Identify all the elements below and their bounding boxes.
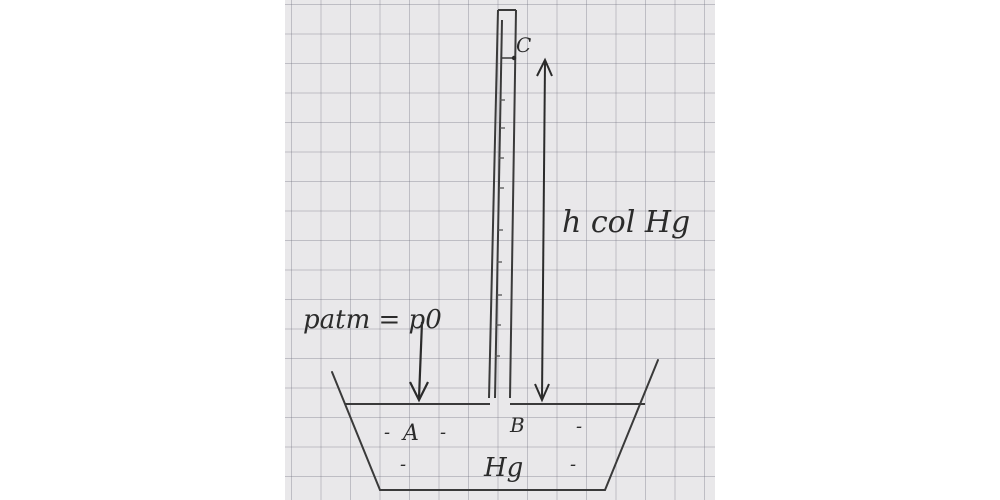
label-mercury: Hg [483,453,523,483]
mercury-dish [331,359,659,491]
pressure-arrow-head [409,381,429,403]
label-point-c: C [516,33,531,57]
dash-a-left: - [384,422,390,443]
dash-right-low: - [570,454,576,475]
tube-inner-left-wall [494,19,503,399]
dash-b-right: - [576,416,582,437]
column-height-arrow [534,57,553,403]
label-atmospheric-pressure: patm = p0 [303,305,442,335]
point-c-dot [511,55,517,61]
tube-scale-ticks [495,99,505,357]
dish-outline [331,359,659,491]
label-point-a: A [401,421,419,446]
arrow-head-up [536,57,553,77]
arrow-head-down [534,383,550,403]
label-column-height: h col Hg [562,205,690,240]
glass-tube [488,9,517,399]
tube-right-wall [509,9,517,399]
label-point-b: B [509,413,525,437]
dash-left-low: - [400,454,406,475]
tube-outer-left-wall [488,9,499,399]
dash-a-right: - [440,422,446,443]
atmospheric-pressure-arrow [409,321,429,403]
